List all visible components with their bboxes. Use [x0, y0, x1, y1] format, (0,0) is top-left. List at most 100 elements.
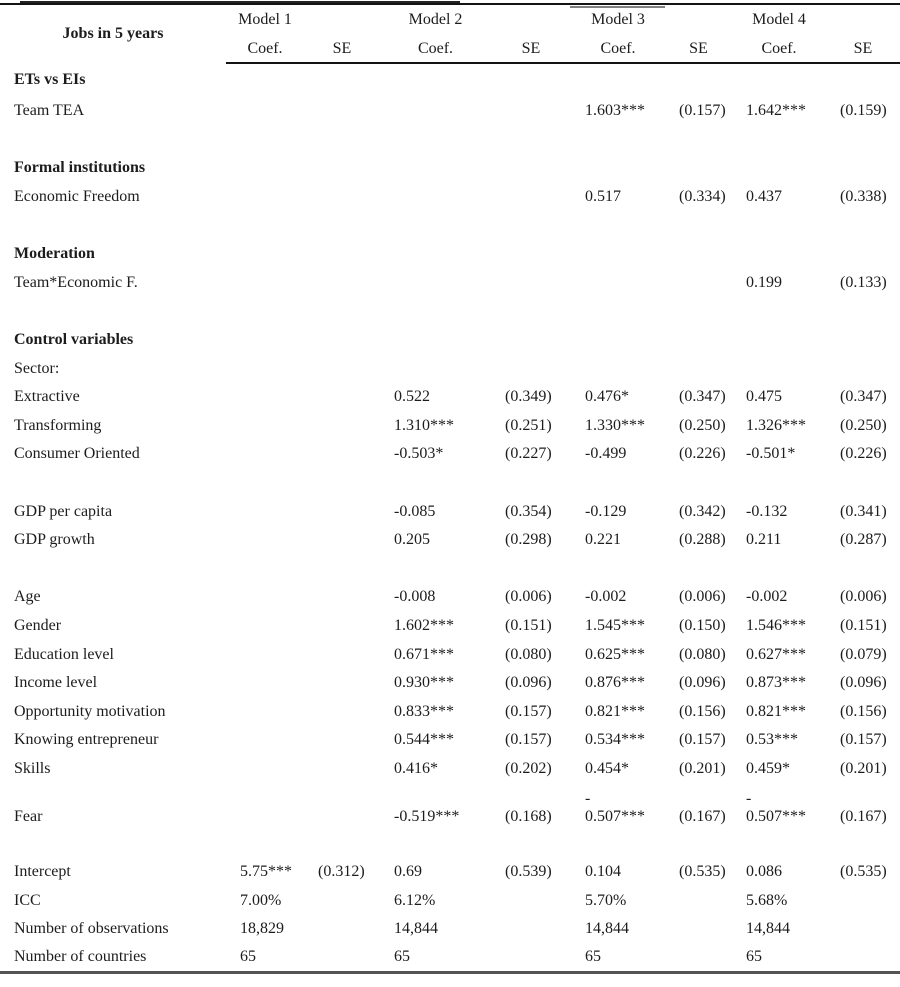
se-cell-model-3: (0.347) — [679, 388, 726, 406]
coef-cell-model-3 — [571, 240, 665, 269]
row-label: Consumer Oriented — [14, 445, 140, 463]
se-cell-model-1 — [304, 829, 380, 858]
se-cell-model-3: (0.156) — [679, 702, 726, 720]
row-label — [0, 211, 226, 240]
coef-cell-model-1 — [226, 697, 304, 726]
se-cell-model-2 — [491, 555, 571, 584]
table-row: Age -0.008 (0.006) -0.002 (0.006) -0.002 (0.00… — [0, 583, 900, 612]
table-row: Fear -0.519*** (0.168) - 0.507*** (0.167) - 0… — [0, 783, 900, 829]
coef-cell-model-1 — [226, 326, 304, 355]
coef-cell-model-3: 1.330*** — [585, 416, 645, 434]
coef-cell-model-4: -0.501* — [746, 445, 796, 463]
se-cell-model-2: (0.096) — [505, 674, 552, 692]
se-cell-model-2 — [491, 126, 571, 155]
coef-cell-model-3: 0.517 — [585, 188, 621, 206]
se-cell-model-1 — [304, 612, 380, 641]
section-label: Formal institutions — [14, 159, 146, 177]
model-2-header: Model 2 — [408, 11, 463, 28]
se-cell-model-3 — [665, 211, 732, 240]
se-cell-model-2 — [491, 211, 571, 240]
coef-cell-model-1 — [226, 497, 304, 526]
row-label — [0, 297, 226, 326]
coef-cell-model-4: -0.132 — [746, 502, 788, 520]
coef-cell-model-3 — [571, 269, 665, 298]
coef-cell-model-4: 0.475 — [746, 388, 782, 406]
se-cell-model-4: (0.535) — [840, 863, 887, 881]
se-cell-model-3: (0.288) — [679, 531, 726, 549]
coef-cell-model-4 — [732, 240, 826, 269]
se-cell-model-1 — [304, 97, 380, 126]
coef-header: Coef. — [226, 35, 304, 64]
row-label: Knowing entrepreneur — [14, 731, 159, 749]
se-cell-model-4 — [826, 469, 900, 498]
coef-cell-model-2: 0.833*** — [394, 702, 454, 720]
coef-cell-model-2: 65 — [380, 943, 491, 974]
coef-cell-model-3 — [571, 555, 665, 584]
coef-cell-model-2: -0.085 — [394, 502, 436, 520]
se-cell-model-1 — [304, 412, 380, 441]
model-4-header: Model 4 — [752, 11, 806, 28]
coef-cell-model-1: 65 — [226, 943, 304, 974]
table-row: Intercept 5.75*** (0.312) 0.69 (0.539) 0.104 (… — [0, 858, 900, 887]
coef-cell-model-4: 1.326*** — [746, 416, 806, 434]
table-row: Gender 1.602*** (0.151) 1.545*** (0.150) 1.54… — [0, 612, 900, 641]
coef-cell-model-1 — [226, 354, 304, 383]
coef-cell-model-2: -0.503* — [394, 445, 444, 463]
coef-cell-model-2 — [380, 211, 491, 240]
se-cell-model-2: (0.354) — [505, 502, 552, 520]
coef-cell-model-1 — [226, 154, 304, 183]
se-cell-model-4: (0.159) — [840, 102, 887, 120]
se-cell-model-3 — [665, 297, 732, 326]
row-label: Number of observations — [14, 920, 169, 938]
table-header: Jobs in 5 years Model 1 Model 2 Model 3 … — [0, 4, 900, 64]
se-cell-model-4: (0.341) — [840, 502, 887, 520]
se-cell-model-1 — [304, 583, 380, 612]
se-cell-model-3: (0.535) — [679, 863, 726, 881]
coef-header: Coef. — [571, 35, 665, 64]
se-cell-model-3 — [665, 63, 732, 97]
coef-header: Coef. — [380, 35, 491, 64]
se-cell-model-1 — [304, 326, 380, 355]
se-cell-model-2: (0.151) — [505, 616, 552, 634]
coef-cell-model-3: - 0.507*** — [585, 790, 645, 826]
coef-cell-model-1 — [226, 783, 304, 829]
se-cell-model-4 — [826, 154, 900, 183]
se-cell-model-2 — [491, 154, 571, 183]
se-cell-model-4 — [826, 829, 900, 858]
se-cell-model-2 — [491, 915, 571, 944]
coef-cell-model-2: 0.416* — [394, 759, 438, 777]
coef-cell-model-3: 0.454* — [585, 759, 629, 777]
model-header-row: Jobs in 5 years Model 1 Model 2 Model 3 … — [0, 4, 900, 42]
se-cell-model-1 — [304, 354, 380, 383]
se-cell-model-4: (0.156) — [840, 702, 887, 720]
coef-header: Coef. — [732, 35, 826, 64]
se-cell-model-3 — [665, 915, 732, 944]
model-1-se-spacer — [304, 4, 380, 35]
se-cell-model-4: (0.201) — [840, 759, 887, 777]
row-label: Income level — [14, 674, 98, 692]
coef-cell-model-4: 0.199 — [746, 273, 782, 291]
row-label — [0, 829, 226, 858]
coef-cell-model-2 — [380, 154, 491, 183]
se-cell-model-1 — [304, 269, 380, 298]
coef-cell-model-1 — [226, 469, 304, 498]
coef-cell-model-1 — [226, 526, 304, 555]
coef-cell-model-3 — [571, 211, 665, 240]
se-cell-model-4: (0.250) — [840, 416, 887, 434]
row-label: Fear — [14, 808, 43, 826]
se-cell-model-3: (0.157) — [679, 731, 726, 749]
coef-cell-model-2: 6.12% — [394, 891, 436, 909]
se-cell-model-3: (0.096) — [679, 674, 726, 692]
row-label: Gender — [14, 616, 62, 634]
se-cell-model-3 — [665, 829, 732, 858]
top-rule-artifact — [570, 6, 665, 8]
row-label: Transforming — [14, 416, 102, 434]
se-cell-model-3 — [665, 154, 732, 183]
coef-cell-model-4 — [732, 469, 826, 498]
table-row: Economic Freedom 0.517 (0.334) 0.437 (0.338) — [0, 183, 900, 212]
se-header: SE — [665, 35, 732, 64]
se-cell-model-2: (0.251) — [505, 416, 552, 434]
spacer-row — [0, 297, 900, 326]
row-label: GDP growth — [14, 531, 95, 549]
table-row: Transforming 1.310*** (0.251) 1.330*** (0.25… — [0, 412, 900, 441]
